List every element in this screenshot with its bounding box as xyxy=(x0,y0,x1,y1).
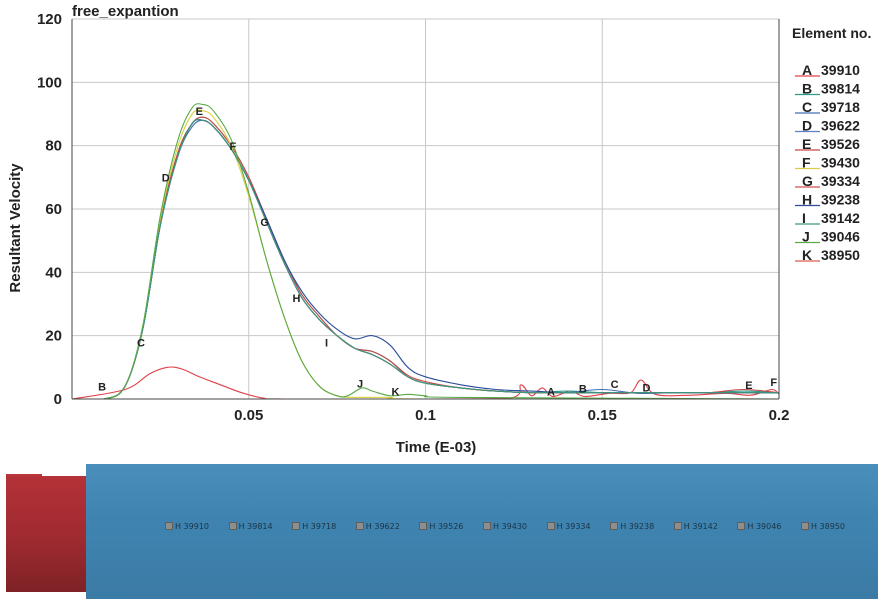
legend-entry-name: 39718 xyxy=(821,99,860,115)
curve-letter-label: B xyxy=(98,382,106,394)
legend-letter: D xyxy=(802,118,812,134)
series-line-i xyxy=(71,118,779,400)
probe-marker: H 39814 xyxy=(228,520,273,532)
curve-letter-label: J xyxy=(357,379,363,391)
y-tick-label: 40 xyxy=(45,264,62,281)
probe-node-icon xyxy=(419,522,428,530)
probe-label: H 39046 xyxy=(747,521,782,531)
legend-entry-name: 39046 xyxy=(821,229,860,245)
legend-entry-name: 39526 xyxy=(821,136,860,152)
curve-letter-label: E xyxy=(196,106,203,118)
probe-label: H 39430 xyxy=(493,521,528,531)
chart-title: free_expantion xyxy=(72,3,179,20)
curve-letter-label: A xyxy=(547,386,555,398)
probe-node-icon xyxy=(483,522,491,530)
axes: 0.05 0.1 0.15 0.2 0 20 40 60 80 100 120 xyxy=(37,11,789,424)
y-tick-label: 20 xyxy=(45,328,62,345)
probe-label: H 39238 xyxy=(620,521,655,531)
curve-letter-label: D xyxy=(162,173,170,185)
x-tick-label: 0.2 xyxy=(769,407,790,424)
legend-entry-name: 39622 xyxy=(821,118,860,134)
probe-node-icon xyxy=(292,522,301,530)
curve-letter-label: F xyxy=(229,141,236,153)
probe-node-icon xyxy=(737,522,746,530)
legend-letter: C xyxy=(802,99,812,115)
curve-letter-label: D xyxy=(642,382,650,394)
probe-marker: H 39622 xyxy=(355,520,400,532)
probe-node-icon xyxy=(546,522,555,530)
legend-entry-name: 38950 xyxy=(821,247,860,263)
probe-label: H 39334 xyxy=(556,521,591,531)
legend-entry-name: 39814 xyxy=(821,81,860,97)
red-striker-part xyxy=(6,476,88,592)
series-line-a xyxy=(71,366,780,400)
curve-letter-label: B xyxy=(579,383,587,395)
y-tick-label: 0 xyxy=(54,391,62,408)
probe-marker: H 39046 xyxy=(737,520,781,532)
y-tick-label: 80 xyxy=(45,138,62,155)
legend-entry-name: 39430 xyxy=(821,155,860,171)
probe-label: H 39814 xyxy=(238,521,273,531)
curve-letter-label: C xyxy=(137,337,145,349)
legend-letter: J xyxy=(802,229,810,245)
probe-marker: H 39238 xyxy=(610,520,654,532)
y-tick-label: 60 xyxy=(45,201,62,218)
model-view: H 39910 H 39814 H 39718 H 39622 H 39526 H 394… xyxy=(0,462,883,601)
probe-node-icon xyxy=(673,522,682,530)
probe-label: H 39622 xyxy=(365,521,400,531)
probe-marker: H 39526 xyxy=(419,520,463,532)
y-axis-label: Resultant Velocity xyxy=(7,163,24,293)
legend-letter: A xyxy=(802,62,812,78)
curve-letter-label: G xyxy=(260,217,269,229)
curve-letter-label: I xyxy=(325,337,328,349)
x-tick-label: 0.05 xyxy=(234,407,263,424)
legend-title: Element no. xyxy=(792,25,871,41)
x-tick-label: 0.15 xyxy=(588,407,617,424)
legend-letter: G xyxy=(802,173,813,189)
probe-label: H 39910 xyxy=(175,521,210,531)
probe-marker: H 39142 xyxy=(673,520,718,532)
blue-bar-part xyxy=(86,464,878,599)
x-axis-label: Time (E-03) xyxy=(396,439,477,456)
legend: A 39910 B 39814 C 39718 D 39622 E 39526 F 39430 G 393… xyxy=(795,62,860,263)
legend-letter: I xyxy=(802,210,806,226)
legend-letter: H xyxy=(802,192,812,208)
probe-node-icon xyxy=(165,522,173,530)
legend-entry-name: 39334 xyxy=(821,173,860,189)
curve-letter-label: C xyxy=(611,379,619,391)
grid xyxy=(72,18,780,399)
curve-letter-label: F xyxy=(770,377,777,389)
x-tick-label: 0.1 xyxy=(415,407,436,424)
legend-letter: F xyxy=(802,155,811,171)
probe-node-icon xyxy=(801,522,809,530)
probe-label: H 38950 xyxy=(811,521,846,531)
curve-letter-label: E xyxy=(745,380,752,392)
probe-marker: H 39910 xyxy=(165,520,209,532)
legend-entry-name: 39142 xyxy=(821,210,860,226)
curve-letter-label: K xyxy=(391,386,399,398)
probe-label: H 39526 xyxy=(429,521,464,531)
probe-node-icon xyxy=(610,522,619,530)
probe-node-icon xyxy=(355,522,364,530)
legend-letter: B xyxy=(802,81,812,97)
probe-marker: H 38950 xyxy=(801,520,845,532)
probe-label: H 39142 xyxy=(683,521,718,531)
series-curves xyxy=(71,103,780,400)
probe-marker: H 39718 xyxy=(292,520,336,532)
probe-marker: H 39430 xyxy=(483,520,527,532)
probe-label: H 39718 xyxy=(302,521,337,531)
y-tick-label: 100 xyxy=(37,74,62,91)
curve-labels: B C D E F G H I J K A B C D E F xyxy=(98,106,777,398)
y-tick-label: 120 xyxy=(37,11,62,28)
legend-letter: K xyxy=(802,247,812,263)
probe-marker: H 39334 xyxy=(546,520,591,532)
legend-entry-name: 39910 xyxy=(821,62,860,78)
curve-letter-label: H xyxy=(292,293,300,305)
legend-entry-name: 39238 xyxy=(821,192,860,208)
legend-letter: E xyxy=(802,136,811,152)
series-line-j xyxy=(71,103,780,400)
probe-node-icon xyxy=(228,522,237,530)
